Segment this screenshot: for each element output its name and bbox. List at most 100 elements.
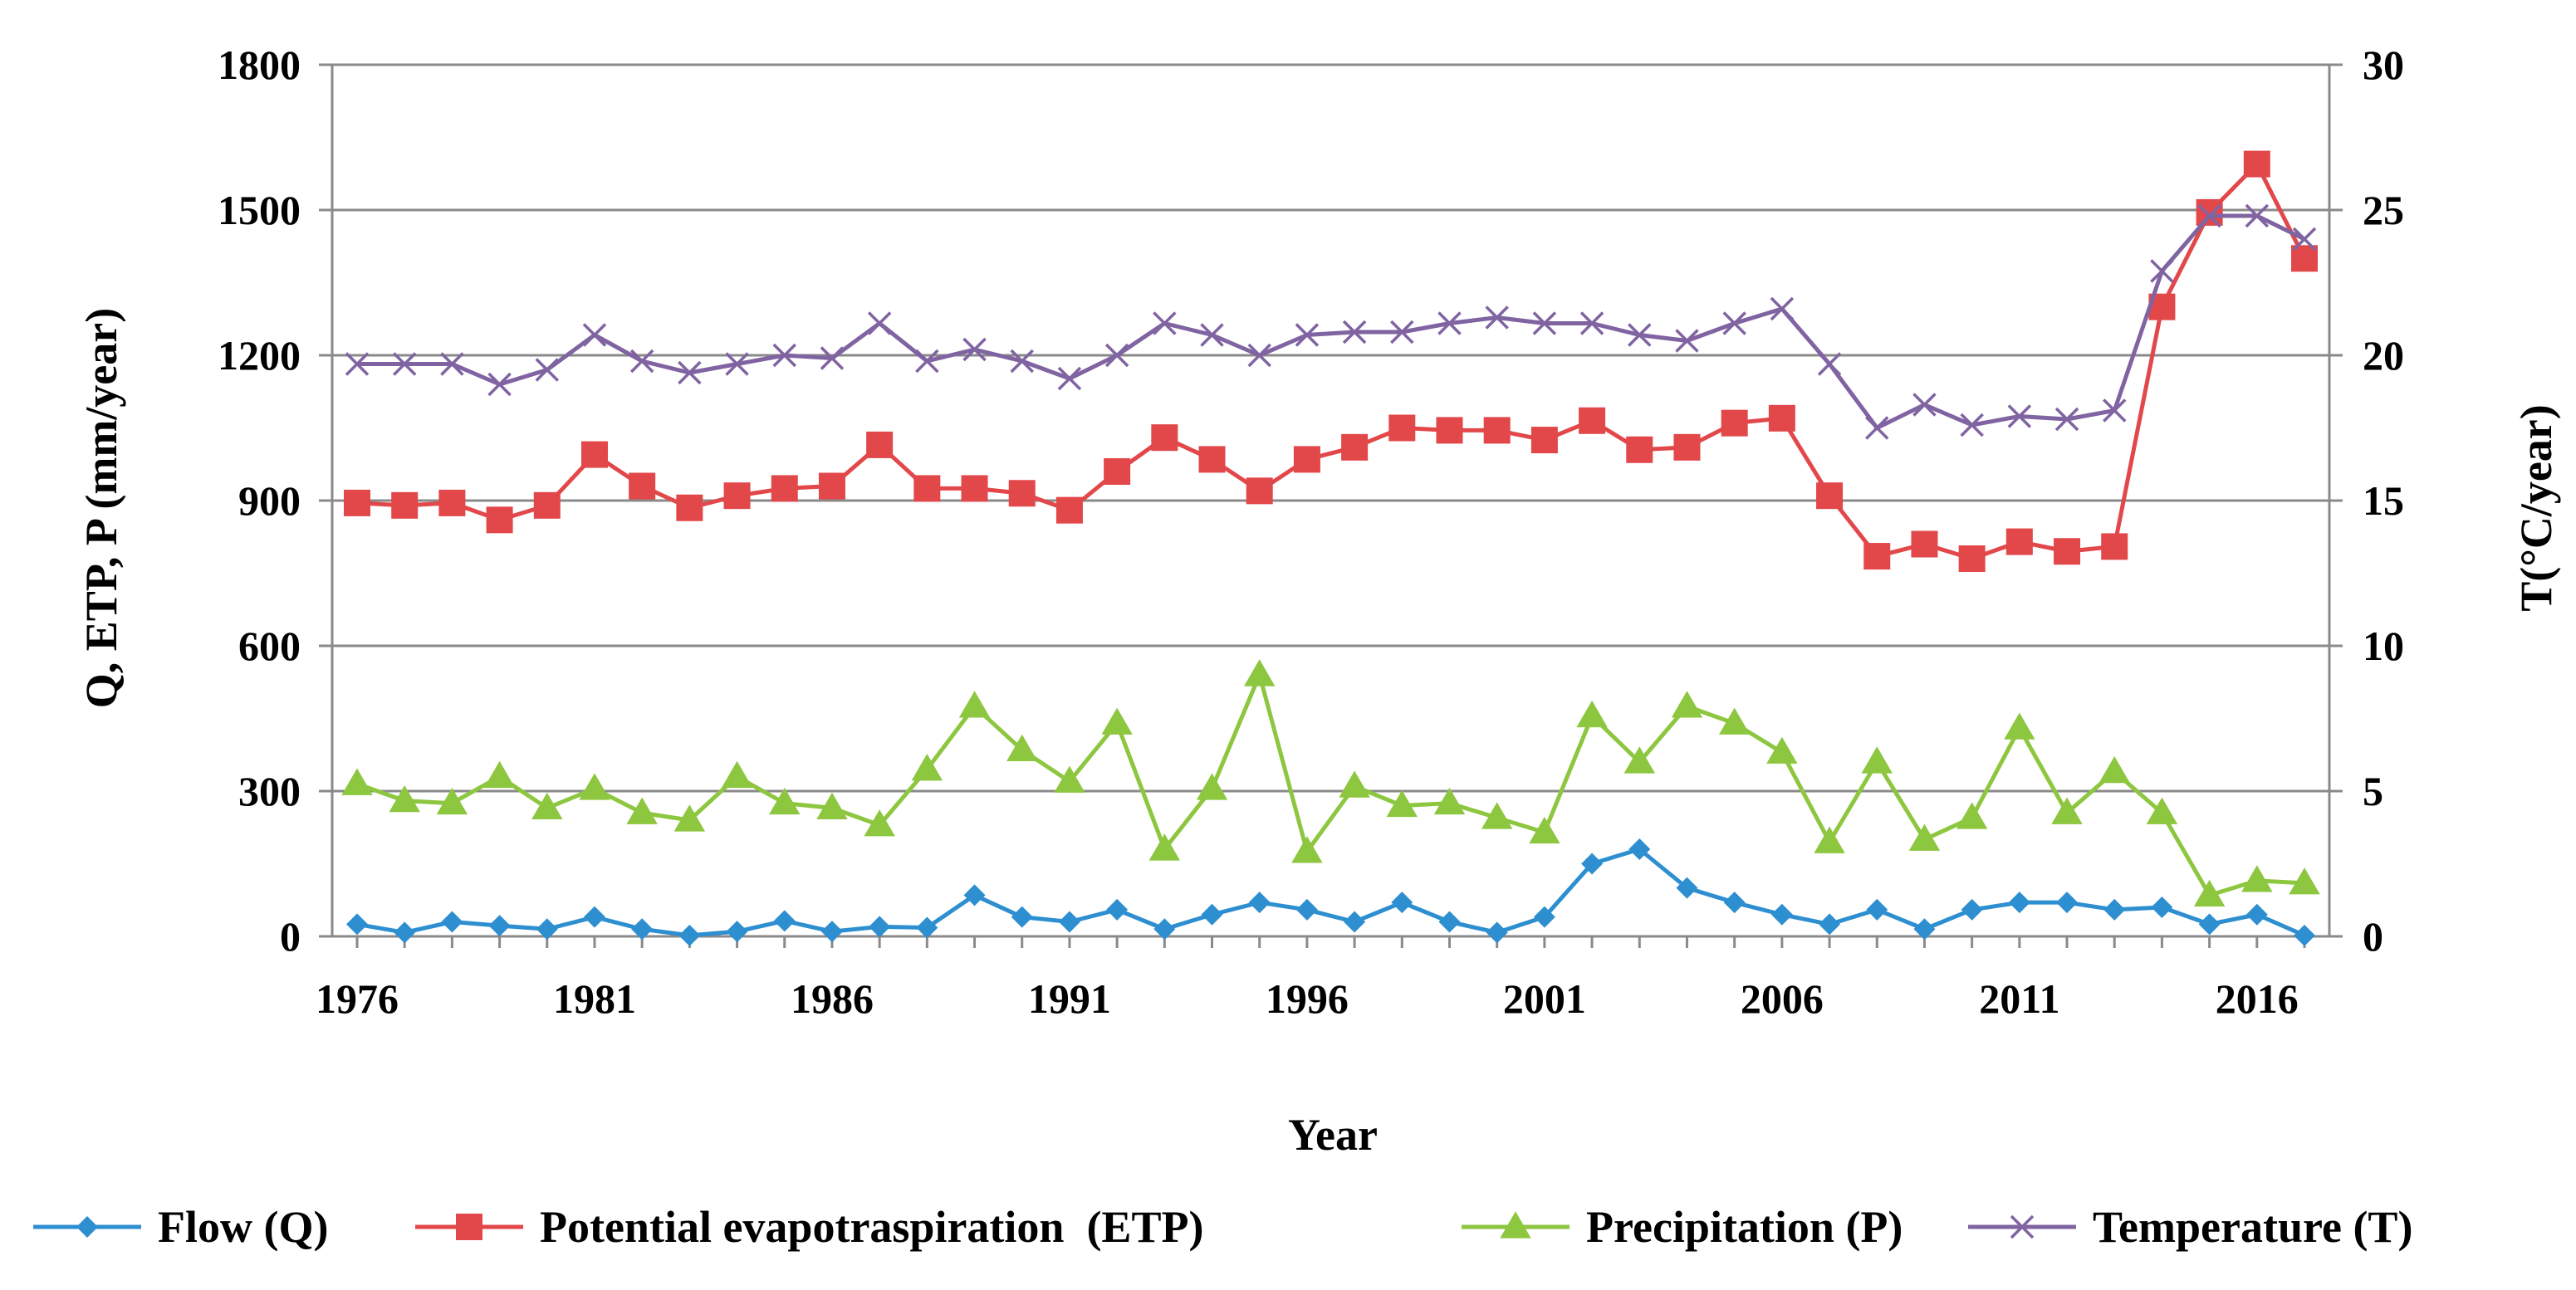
- data-point: [2151, 897, 2173, 918]
- series-x: [345, 203, 2317, 440]
- data-point: [816, 792, 848, 820]
- data-point: [772, 343, 796, 368]
- data-point: [2004, 712, 2035, 740]
- data-point: [2008, 892, 2030, 914]
- data-point: [582, 323, 607, 347]
- y2-tick-label: 30: [2363, 42, 2404, 88]
- data-point: [1723, 892, 1746, 914]
- data-point: [1908, 823, 1941, 851]
- legend-item: Precipitation (P): [1462, 1202, 1903, 1252]
- data-point: [391, 491, 419, 519]
- legend-item: Temperature (T): [1968, 1202, 2412, 1252]
- data-point: [2054, 538, 2081, 565]
- x-tick-label: 2001: [1503, 975, 1586, 1022]
- data-point: [535, 358, 560, 382]
- data-point: [1576, 700, 1608, 728]
- series-square: [344, 150, 2318, 572]
- data-point: [1106, 898, 1129, 921]
- data-point: [1676, 877, 1698, 899]
- data-point: [341, 768, 373, 795]
- y-axis-title: Q, ETP, P (mm/year): [76, 308, 126, 708]
- data-point: [440, 352, 464, 376]
- x-tick-label: 2006: [1741, 975, 1824, 1022]
- data-point: [1628, 838, 1651, 860]
- data-point: [1770, 296, 1795, 321]
- data-point: [626, 797, 658, 824]
- data-point: [1198, 446, 1226, 473]
- data-point: [673, 804, 706, 832]
- series-line: [356, 672, 2305, 897]
- series-diamond: [346, 838, 2315, 946]
- data-point: [2051, 797, 2083, 824]
- data-point: [1342, 320, 1367, 344]
- data-point: [1816, 482, 1844, 510]
- data-point: [678, 360, 702, 385]
- data-point: [1247, 343, 1271, 368]
- series-line: [356, 847, 2306, 938]
- legend-label: Precipitation (P): [1586, 1202, 1903, 1252]
- data-point: [2099, 755, 2130, 784]
- data-point: [344, 489, 370, 516]
- data-point: [1344, 911, 1366, 933]
- data-point: [1200, 323, 1224, 347]
- data-point: [1956, 802, 1988, 829]
- legend-swatch-marker: [456, 1214, 482, 1240]
- data-point: [678, 924, 701, 946]
- data-point: [580, 441, 608, 468]
- data-point: [961, 475, 988, 502]
- data-point: [864, 809, 895, 837]
- data-point: [1722, 311, 1746, 335]
- data-point: [438, 489, 466, 516]
- data-point: [1246, 477, 1273, 505]
- data-point: [488, 915, 511, 937]
- data-point: [629, 472, 656, 500]
- legend: Flow (Q) Potential evapotraspiration (ETP…: [33, 1202, 2412, 1252]
- data-point: [345, 352, 370, 376]
- data-point: [1104, 458, 1131, 485]
- data-point: [2245, 203, 2270, 228]
- data-point: [726, 921, 748, 943]
- data-point: [1958, 545, 1986, 572]
- y-tick-label: 600: [238, 623, 301, 669]
- data-point: [2294, 924, 2315, 946]
- x-tick-label: 2016: [2216, 975, 2299, 1022]
- x-axis-title: Year: [1288, 1110, 1378, 1160]
- y2-tick-label: 0: [2363, 913, 2383, 960]
- data-point: [1770, 903, 1793, 926]
- data-point: [1817, 352, 1842, 376]
- data-point: [1626, 436, 1653, 463]
- data-point: [346, 913, 368, 936]
- data-point: [1438, 911, 1461, 933]
- y2-axis-title: T(°C/year): [2511, 404, 2561, 612]
- x-tick-label: 2011: [1979, 975, 2059, 1022]
- data-point: [2150, 259, 2174, 283]
- data-point: [1863, 543, 1891, 570]
- data-point: [867, 311, 892, 335]
- series-group: [341, 150, 2320, 946]
- data-point: [1721, 409, 1748, 437]
- data-point: [1483, 417, 1511, 444]
- data-point: [2101, 533, 2128, 560]
- data-point: [1912, 393, 1937, 417]
- data-point: [769, 787, 801, 815]
- data-point: [773, 910, 796, 932]
- data-point: [1819, 913, 1841, 936]
- data-point: [1628, 323, 1652, 347]
- legend-item: Flow (Q): [33, 1202, 328, 1252]
- legend-swatch-marker: [2010, 1214, 2035, 1239]
- data-point: [1485, 305, 1509, 330]
- data-point: [1673, 433, 1701, 461]
- data-point: [1766, 736, 1798, 764]
- data-point: [1671, 691, 1703, 718]
- data-point: [915, 349, 939, 374]
- data-point: [1339, 770, 1370, 798]
- legend-swatch-marker: [1500, 1211, 1531, 1239]
- data-point: [1006, 734, 1038, 762]
- x-tick-label: 1996: [1266, 975, 1349, 1022]
- x-tick-label: 1991: [1028, 975, 1111, 1022]
- data-point: [958, 691, 991, 718]
- data-point: [1768, 404, 1795, 432]
- data-point: [1058, 911, 1080, 933]
- data-point: [1196, 773, 1228, 800]
